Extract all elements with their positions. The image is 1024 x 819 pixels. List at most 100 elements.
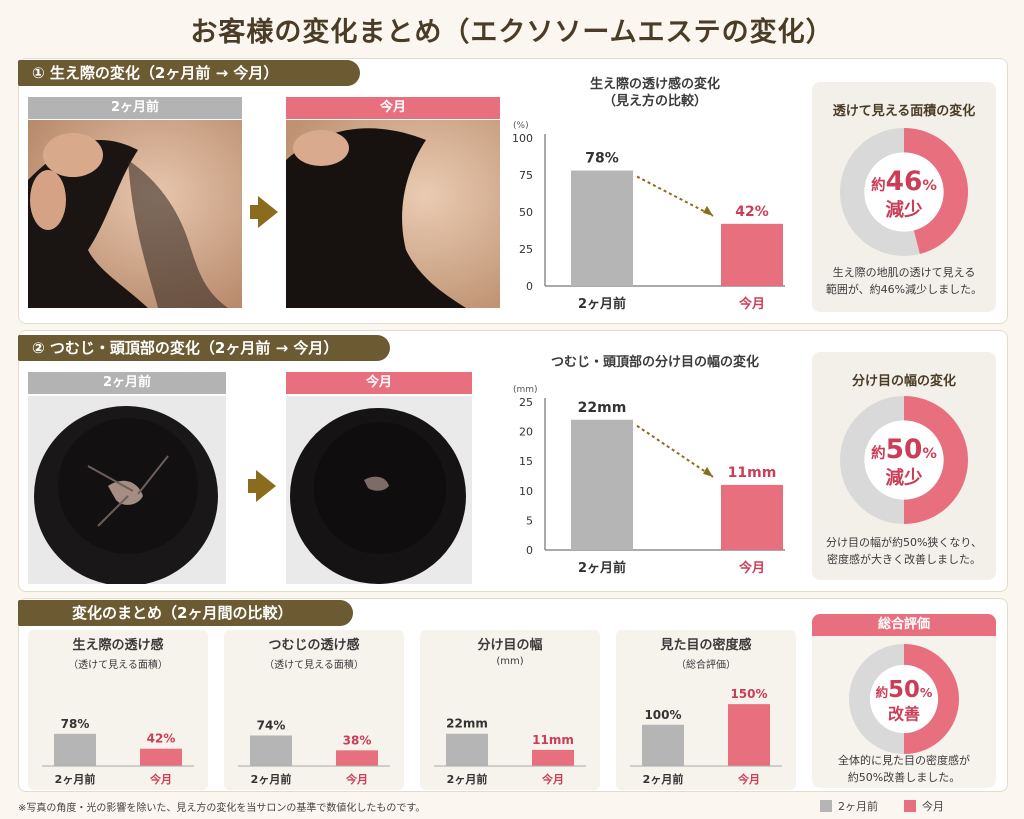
overall-note: 全体的に見た目の密度感が 約50%改善しました。 <box>812 752 996 786</box>
chart1-bar-0 <box>571 170 633 286</box>
chart1-bar-1 <box>721 223 783 286</box>
chart2-bar-1 <box>721 484 783 550</box>
hairline-after-photo <box>286 120 500 308</box>
mini1-bar-0 <box>54 733 96 766</box>
mini2-category-0: 2ヶ月前 <box>251 772 292 786</box>
summary-crown-bar-chart: 74% 2ヶ月前 38% 今月 <box>238 718 390 786</box>
mini4-value-label-0: 100% <box>644 708 681 722</box>
chart2-trend-arrow <box>636 424 714 478</box>
section1-arrow-shaft <box>250 205 260 219</box>
legend-after-swatch <box>904 800 916 812</box>
chart1-ytick-2: 50 <box>519 206 533 219</box>
legend-after: 今月 <box>904 798 944 814</box>
chart2-category-0: 2ヶ月前 <box>578 560 626 576</box>
summary-part-width-subtitle: (mm) <box>496 656 524 667</box>
chart2-category-1: 今月 <box>738 560 765 576</box>
section1-after-label: 今月 <box>286 97 500 119</box>
chart2-bar-0 <box>571 419 633 550</box>
chart1-trend-arrow <box>636 175 714 217</box>
summary-part-width-panel: 分け目の幅 (mm) 22mm 2ヶ月前 11mm 今月 <box>420 630 600 790</box>
section3-header: 変化のまとめ（2ヶ月間の比較） <box>18 600 353 626</box>
mini4-value-label-1: 150% <box>730 687 767 701</box>
summary-crown-subtitle: （透けて見える面積） <box>264 660 364 671</box>
donut3-hole <box>869 664 939 734</box>
chart1-ytick-3: 75 <box>519 169 533 182</box>
crown-after-photo <box>286 396 472 584</box>
summary-hairline-panel: 生え際の透け感 （透けて見える面積） 78% 2ヶ月前 42% 今月 <box>28 630 208 790</box>
legend-before: 2ヶ月前 <box>820 798 878 814</box>
mini1-value-label-1: 42% <box>147 732 176 746</box>
mini3-category-0: 2ヶ月前 <box>447 772 488 786</box>
chart2-unit-label: (mm) <box>513 385 538 395</box>
overall-donut-chart: 約50% 改善 <box>849 644 959 754</box>
donut1-suffix: 減少 <box>886 199 923 221</box>
section1-summary-card: 透けて見える面積の変化 約46% 減少 生え際の地肌の透けて見える 範囲が、約46… <box>812 82 996 312</box>
section2-card-note: 分け目の幅が約50%狭くなり、 密度感が大きく改善しました。 <box>812 534 996 568</box>
donut3-suffix: 改善 <box>888 705 920 724</box>
donut1-value: 約46% <box>871 166 937 197</box>
summary-hairline-bar-chart: 78% 2ヶ月前 42% 今月 <box>42 717 194 786</box>
overall-note-line2: 約50%改善しました。 <box>847 771 961 784</box>
chart1-trend-arrowhead <box>703 205 713 216</box>
donut2-hole <box>864 420 944 500</box>
summary-part-width-bar-chart: 22mm 2ヶ月前 11mm 今月 <box>434 717 586 786</box>
chart2-ytick-0: 0 <box>526 544 533 557</box>
section1-arrow-icon <box>258 196 278 228</box>
mini4-bar-0 <box>642 724 684 766</box>
chart1-ytick-1: 25 <box>519 243 533 256</box>
summary-hairline-title: 生え際の透け感 <box>72 638 164 653</box>
summary-density-title: 見た目の密度感 <box>660 638 752 653</box>
chart1-unit-label: (%) <box>513 121 529 131</box>
donut1-hole <box>864 152 944 232</box>
chart2-ytick-1: 5 <box>526 514 533 527</box>
overall-card: 総合評価 約50% 改善 全体的に見た目の密度感が 約50%改善しました。 <box>812 614 996 788</box>
mini2-value-label-1: 38% <box>343 733 372 747</box>
mini3-category-1: 今月 <box>541 772 564 786</box>
mini2-bar-0 <box>250 735 292 766</box>
section1-card-title: 透けて見える面積の変化 <box>832 104 976 119</box>
mini4-bar-1 <box>728 704 770 766</box>
footnote: ※写真の角度・光の影響を除いた、見え方の変化を当サロンの基準で数値化したものです… <box>18 803 426 814</box>
summary-density-panel: 見た目の密度感 （総合評価） 100% 2ヶ月前 150% 今月 <box>616 630 796 790</box>
summary-hairline-subtitle: （透けて見える面積） <box>68 660 168 671</box>
summary-part-width-title: 分け目の幅 <box>477 638 543 653</box>
page-title: お客様の変化まとめ（エクソソームエステの変化） <box>190 17 834 48</box>
section2-card-note-line1: 分け目の幅が約50%狭くなり、 <box>825 536 982 549</box>
section2-donut-chart: 約50%減少 <box>840 396 968 524</box>
mini1-category-1: 今月 <box>149 772 172 786</box>
mini3-bar-0 <box>446 733 488 766</box>
chart1-value-label-1: 42% <box>735 204 769 220</box>
chart1-category-1: 今月 <box>738 296 765 312</box>
summary-crown-title: つむじの透け感 <box>268 638 360 653</box>
chart1-title-line1: 生え際の透け感の変化 <box>589 77 720 92</box>
section2-after-label: 今月 <box>286 372 472 394</box>
section1-before-label: 2ヶ月前 <box>28 97 242 119</box>
chart2-ytick-4: 20 <box>519 426 533 439</box>
donut3-value: 約50% <box>876 677 933 703</box>
mini3-value-label-1: 11mm <box>532 733 574 747</box>
section2-arrow-icon <box>256 470 276 502</box>
section1-donut-chart: 約46%減少 <box>840 128 968 256</box>
chart2-value-label-0: 22mm <box>578 400 627 416</box>
legend-after-label: 今月 <box>922 800 944 813</box>
chart1-category-0: 2ヶ月前 <box>578 296 626 312</box>
summary-crown-panel: つむじの透け感 （透けて見える面積） 74% 2ヶ月前 38% 今月 <box>224 630 404 790</box>
legend-before-label: 2ヶ月前 <box>838 800 878 813</box>
section2-card-note-line2: 密度感が大きく改善しました。 <box>827 553 981 566</box>
chart1-ytick-4: 100 <box>512 132 533 145</box>
section2-arrow-shaft <box>248 479 258 493</box>
chart1-title-line2: （見え方の比較） <box>602 94 707 109</box>
mini1-category-0: 2ヶ月前 <box>55 772 96 786</box>
section1-card-note-line2: 範囲が、約46%減少しました。 <box>825 283 983 296</box>
crown-before-photo <box>28 396 226 584</box>
chart2-value-label-1: 11mm <box>728 465 777 481</box>
overall-note-line1: 全体的に見た目の密度感が <box>838 754 970 767</box>
summary-density-bar-chart: 100% 2ヶ月前 150% 今月 <box>630 687 782 786</box>
overall-header: 総合評価 <box>812 614 996 636</box>
mini2-category-1: 今月 <box>345 772 368 786</box>
legend-before-swatch <box>820 800 832 812</box>
mini2-value-label-0: 74% <box>257 718 286 732</box>
chart1-ytick-0: 0 <box>526 280 533 293</box>
summary-density-subtitle: （総合評価） <box>676 660 736 671</box>
chart2-title: つむじ・頭頂部の分け目の幅の変化 <box>550 355 759 370</box>
